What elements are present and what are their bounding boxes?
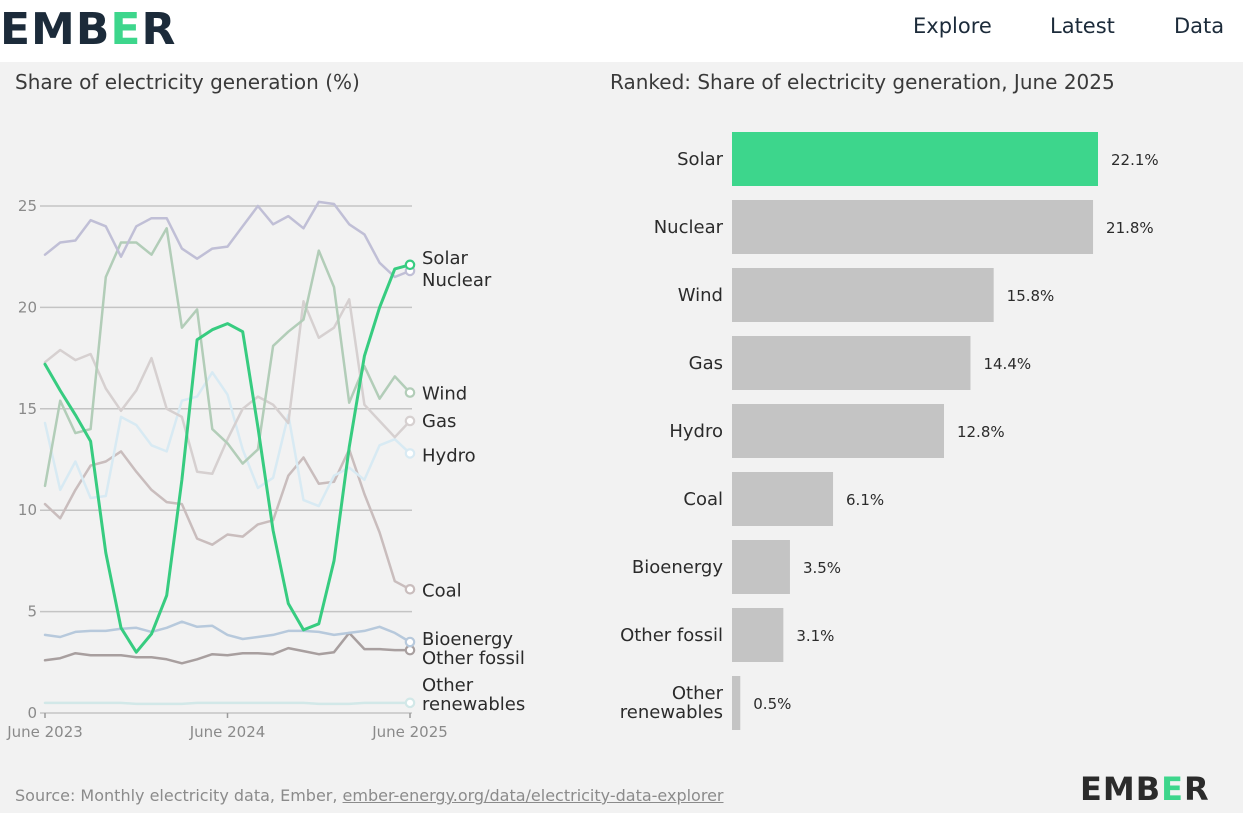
y-tick-label: 10	[18, 501, 37, 519]
bar-value-label: 15.8%	[1007, 287, 1055, 305]
logo-accent-e: E	[110, 4, 142, 55]
series-line-solar	[43, 263, 412, 654]
series-end-marker-gas	[404, 415, 416, 427]
y-tick-label: 25	[18, 197, 37, 215]
bar-category-label: Nuclear	[654, 217, 724, 238]
end-label-other-fossil: Other fossil	[422, 648, 525, 669]
bar-chart-title: Ranked: Share of electricity generation,…	[610, 70, 1115, 94]
series-end-marker-wind	[404, 387, 416, 398]
bar-value-label: 21.8%	[1106, 219, 1154, 237]
y-tick-label: 15	[18, 400, 37, 418]
bar-category-label: Other fossil	[620, 625, 723, 646]
footer-logo-part-b: R	[1183, 770, 1210, 808]
footer-logo-part-a: EMB	[1080, 770, 1162, 808]
y-tick-label: 0	[27, 704, 37, 722]
x-tick-label: June 2024	[189, 723, 266, 741]
bar-category-label: Wind	[678, 285, 723, 306]
end-label-hydro: Hydro	[422, 445, 476, 466]
bar-value-label: 14.4%	[983, 355, 1031, 373]
bar-value-label: 0.5%	[753, 695, 791, 713]
y-tick-label: 5	[27, 603, 37, 621]
bar-value-label: 6.1%	[846, 491, 884, 509]
series-line-gas	[43, 298, 412, 475]
x-tick-label: June 2025	[371, 723, 448, 741]
bar-value-label: 3.5%	[803, 559, 841, 577]
x-tick-label: June 2023	[6, 723, 83, 741]
nav-latest-link[interactable]: Latest	[1050, 14, 1115, 38]
bar-nuclear	[732, 200, 1094, 254]
footer-logo-accent-e: E	[1161, 770, 1184, 808]
bar-value-label: 12.8%	[957, 423, 1005, 441]
logo-part-b: R	[141, 4, 177, 55]
source-link[interactable]: ember-energy.org/data/electricity-data-e…	[342, 786, 724, 805]
y-tick-label: 20	[18, 298, 37, 316]
bar-wind	[732, 268, 994, 322]
series-line-other-fossil	[43, 631, 412, 665]
series-end-marker-other-renewables	[404, 697, 416, 709]
logo-part-a: EMB	[0, 4, 111, 55]
bar-other-renewables	[732, 676, 741, 730]
series-line-bioenergy	[43, 620, 412, 644]
line-chart: 0 5 10 15 20 25 June 2023 June 2024 June 2025 Sol…	[6, 197, 525, 741]
nav-explore-link[interactable]: Explore	[913, 14, 992, 38]
end-label-wind: Wind	[422, 384, 467, 405]
series-line-nuclear	[43, 200, 412, 279]
series-line-wind	[43, 227, 412, 488]
series-end-marker-bioenergy	[404, 636, 416, 648]
bar-solar	[732, 132, 1098, 186]
nav-data-link[interactable]: Data	[1174, 14, 1225, 38]
series-line-hydro	[43, 371, 412, 508]
end-label-nuclear: Nuclear	[422, 270, 492, 291]
bar-category-label: Coal	[683, 489, 723, 510]
bar-category-label: Bioenergy	[632, 557, 723, 578]
bar-chart: Solar 22.1% Nuclear 21.8% Wind 15.8% Gas 14.4% H…	[620, 132, 1159, 730]
end-label-other-renewables: Other renewables	[422, 675, 525, 715]
end-label-coal: Coal	[422, 580, 462, 601]
bar-category-label: Gas	[689, 353, 723, 374]
series-end-marker-coal	[404, 583, 416, 595]
footer-ember-logo[interactable]: EMBER	[1080, 770, 1210, 808]
bar-gas	[732, 336, 971, 390]
bar-hydro	[732, 404, 944, 458]
end-label-solar: Solar	[422, 248, 468, 269]
bar-other-fossil	[732, 608, 784, 662]
ember-logo[interactable]: EMBER	[0, 4, 176, 55]
bar-bioenergy	[732, 540, 790, 594]
bar-category-label: Other renewables	[620, 683, 724, 723]
bar-category-label: Hydro	[669, 421, 723, 442]
bar-category-label: Solar	[677, 149, 723, 170]
series-line-other-renewables	[43, 701, 412, 706]
source-prefix: Source: Monthly electricity data, Ember,	[15, 786, 343, 805]
bar-value-label: 3.1%	[796, 627, 834, 645]
bar-value-label: 22.1%	[1111, 151, 1159, 169]
top-navigation-bar: EMBER Explore Latest Data	[0, 0, 1243, 62]
series-end-marker-solar	[404, 259, 416, 271]
end-label-bioenergy: Bioenergy	[422, 629, 513, 650]
line-chart-title: Share of electricity generation (%)	[15, 70, 360, 94]
series-end-marker-hydro	[404, 448, 416, 459]
bar-coal	[732, 472, 834, 526]
end-label-gas: Gas	[422, 411, 456, 432]
source-note: Source: Monthly electricity data, Ember,…	[15, 786, 724, 805]
